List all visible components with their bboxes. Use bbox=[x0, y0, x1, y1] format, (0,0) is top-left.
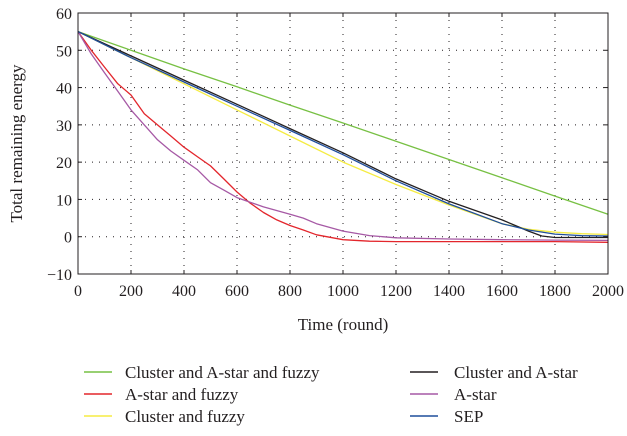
x-tick-label: 400 bbox=[172, 283, 196, 300]
series-lines bbox=[77, 30, 609, 243]
series-line-a-star bbox=[77, 31, 609, 242]
y-tick-label: 60 bbox=[56, 6, 72, 23]
x-tick-label: 200 bbox=[119, 283, 143, 300]
legend-item: Cluster and A-star bbox=[410, 363, 578, 382]
legend: Cluster and A-star and fuzzy A-star and f… bbox=[84, 363, 578, 426]
legend-item: SEP bbox=[410, 407, 483, 426]
y-tick-label: 50 bbox=[56, 43, 72, 60]
y-tick-label: 0 bbox=[64, 230, 72, 247]
legend-label: Cluster and A-star and fuzzy bbox=[125, 363, 320, 382]
y-tick-label: −10 bbox=[47, 267, 72, 284]
x-tick-label: 600 bbox=[225, 283, 249, 300]
series-line-sep bbox=[77, 31, 609, 237]
x-tick-label: 800 bbox=[278, 283, 302, 300]
legend-label: A-star and fuzzy bbox=[125, 385, 239, 404]
plot-frame bbox=[77, 12, 609, 275]
legend-item: Cluster and fuzzy bbox=[84, 407, 245, 426]
legend-item: A-star bbox=[410, 385, 497, 404]
series-line-a-star-and-fuzzy bbox=[77, 31, 609, 243]
x-tick-label: 1600 bbox=[486, 283, 518, 300]
y-tick-label: 10 bbox=[56, 192, 72, 209]
legend-item: A-star and fuzzy bbox=[84, 385, 239, 404]
series-line-cluster-and-a-star-and-fuzzy bbox=[77, 30, 609, 215]
y-tick-label: 40 bbox=[56, 81, 72, 98]
x-tick-label: 0 bbox=[74, 283, 82, 300]
legend-label: SEP bbox=[454, 407, 483, 426]
legend-label: Cluster and A-star bbox=[454, 363, 578, 382]
x-axis-label: Time (round) bbox=[298, 315, 389, 334]
series-line-cluster-and-fuzzy bbox=[77, 31, 609, 236]
x-tick-label: 1400 bbox=[433, 283, 465, 300]
series-line-cluster-and-a-star bbox=[77, 31, 608, 239]
x-tick-label: 1200 bbox=[380, 283, 412, 300]
tick-marks bbox=[77, 12, 609, 275]
legend-label: A-star bbox=[454, 385, 497, 404]
x-tick-label: 2000 bbox=[592, 283, 624, 300]
x-tick-labels: 0 200 400 600 800 1000 1200 1400 1600 1800 2000 bbox=[74, 283, 624, 300]
x-tick-label: 1800 bbox=[539, 283, 571, 300]
y-tick-labels: −10 0 10 20 30 40 50 60 bbox=[47, 6, 72, 284]
grid-lines bbox=[78, 13, 608, 274]
legend-label: Cluster and fuzzy bbox=[125, 407, 245, 426]
y-axis-label: Total remaining energy bbox=[7, 64, 26, 223]
legend-item: Cluster and A-star and fuzzy bbox=[84, 363, 320, 382]
y-tick-label: 30 bbox=[56, 118, 72, 135]
x-tick-label: 1000 bbox=[327, 283, 359, 300]
y-tick-label: 20 bbox=[56, 155, 72, 172]
